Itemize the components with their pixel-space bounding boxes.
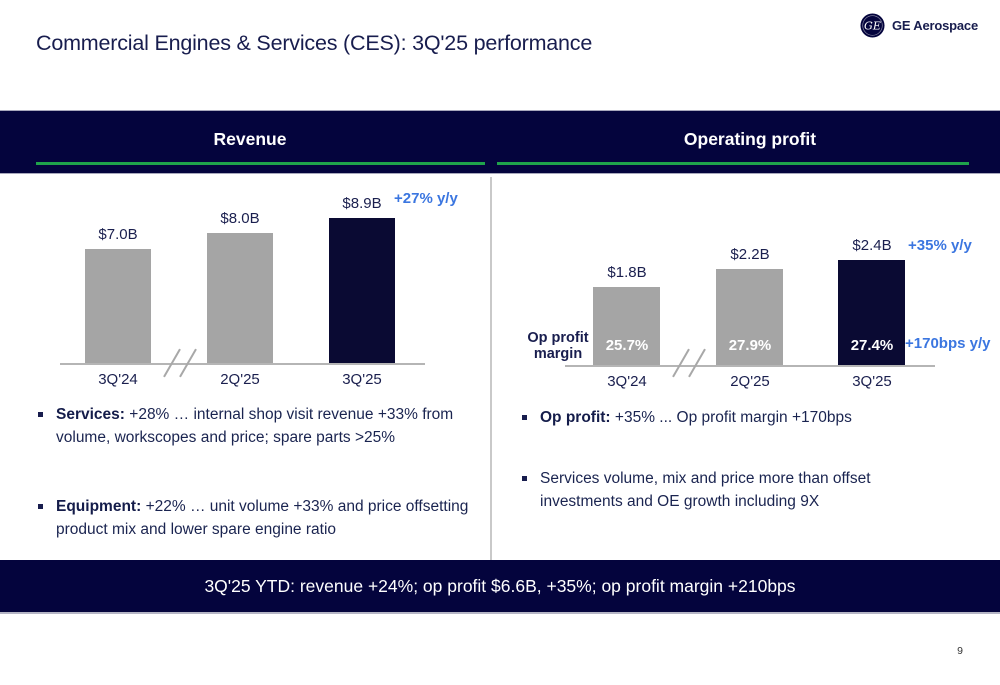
- revenue-section-header: Revenue: [213, 129, 287, 149]
- list-item: Services volume, mix and price more than…: [520, 467, 918, 513]
- bullet-square-icon: [38, 412, 43, 417]
- list-item: Services: +28% … internal shop visit rev…: [36, 403, 480, 449]
- revenue-chart: $7.0B $8.0B $8.9B 3Q'24 2Q'25 3Q'25 +27%…: [36, 178, 490, 394]
- op-profit-commentary: Op profit: +35% ... Op profit margin +17…: [520, 406, 918, 551]
- op-margin-label-3q25: 27.4%: [850, 337, 894, 354]
- op-margin-row-label: Op profit margin: [527, 330, 589, 362]
- revenue-value-label: $8.9B: [342, 195, 382, 212]
- bullet-text: Equipment: +22% … unit volume +33% and p…: [56, 498, 469, 538]
- ge-monogram-icon: GE: [860, 13, 885, 38]
- revenue-bar-3q24: [85, 249, 151, 364]
- footer-banner: 3Q'25 YTD: revenue +24%; op profit $6.6B…: [0, 560, 1000, 614]
- op-profit-bar-3q24: [593, 287, 660, 366]
- revenue-yoy-annotation: +27% y/y: [394, 190, 458, 207]
- list-item: Op profit: +35% ... Op profit margin +17…: [520, 406, 918, 429]
- revenue-commentary: Services: +28% … internal shop visit rev…: [36, 403, 480, 587]
- bullet-square-icon: [522, 476, 527, 481]
- op-profit-x-tick: 2Q'25: [730, 373, 770, 390]
- op-profit-bar-2q25: [716, 269, 783, 366]
- revenue-x-tick: 3Q'24: [98, 371, 138, 388]
- op-profit-x-tick: 3Q'25: [852, 373, 892, 390]
- bullet-text: Services volume, mix and price more than…: [540, 470, 871, 510]
- op-margin-label-2q25: 27.9%: [728, 337, 772, 354]
- revenue-x-tick: 2Q'25: [220, 371, 260, 388]
- op-profit-value-label: $2.4B: [852, 237, 892, 254]
- green-underline-left: [36, 162, 485, 165]
- section-header-band: Revenue Operating profit: [0, 110, 1000, 174]
- bullet-text: Op profit: +35% ... Op profit margin +17…: [540, 409, 852, 426]
- revenue-value-label: $8.0B: [220, 210, 260, 227]
- bullet-text: Services: +28% … internal shop visit rev…: [56, 406, 454, 446]
- svg-text:GE: GE: [864, 20, 881, 33]
- axis-break-mark: [688, 348, 706, 378]
- revenue-x-tick: 3Q'25: [342, 371, 382, 388]
- footer-text: 3Q'25 YTD: revenue +24%; op profit $6.6B…: [204, 576, 796, 596]
- revenue-x-axis-line: [60, 363, 425, 365]
- page-title: Commercial Engines & Services (CES): 3Q'…: [36, 31, 593, 55]
- green-underline-right: [497, 162, 969, 165]
- op-margin-label-3q24: 25.7%: [605, 337, 649, 354]
- revenue-bar-3q25: [329, 218, 395, 364]
- brand-name: GE Aerospace: [892, 18, 978, 33]
- panel-divider: [490, 177, 492, 560]
- op-profit-value-label: $2.2B: [730, 246, 770, 263]
- op-profit-yoy-annotation: +35% y/y: [908, 237, 972, 254]
- page-number: 9: [957, 645, 963, 657]
- operating-profit-section-header: Operating profit: [683, 129, 817, 149]
- brand-logo: GE GE Aerospace: [860, 13, 978, 38]
- operating-profit-chart: $1.8B $2.2B $2.4B 25.7% 27.9% 27.4% Op p…: [497, 178, 990, 394]
- bullet-square-icon: [38, 504, 43, 509]
- op-profit-value-label: $1.8B: [607, 264, 647, 281]
- op-profit-x-axis-line: [565, 365, 935, 367]
- revenue-bar-2q25: [207, 233, 273, 364]
- axis-break-mark: [672, 348, 690, 378]
- list-item: Equipment: +22% … unit volume +33% and p…: [36, 495, 480, 541]
- op-margin-yoy-annotation: +170bps y/y: [905, 335, 991, 352]
- bullet-square-icon: [522, 415, 527, 420]
- op-profit-bar-3q25: [838, 260, 905, 366]
- op-profit-x-tick: 3Q'24: [607, 373, 647, 390]
- revenue-value-label: $7.0B: [98, 226, 138, 243]
